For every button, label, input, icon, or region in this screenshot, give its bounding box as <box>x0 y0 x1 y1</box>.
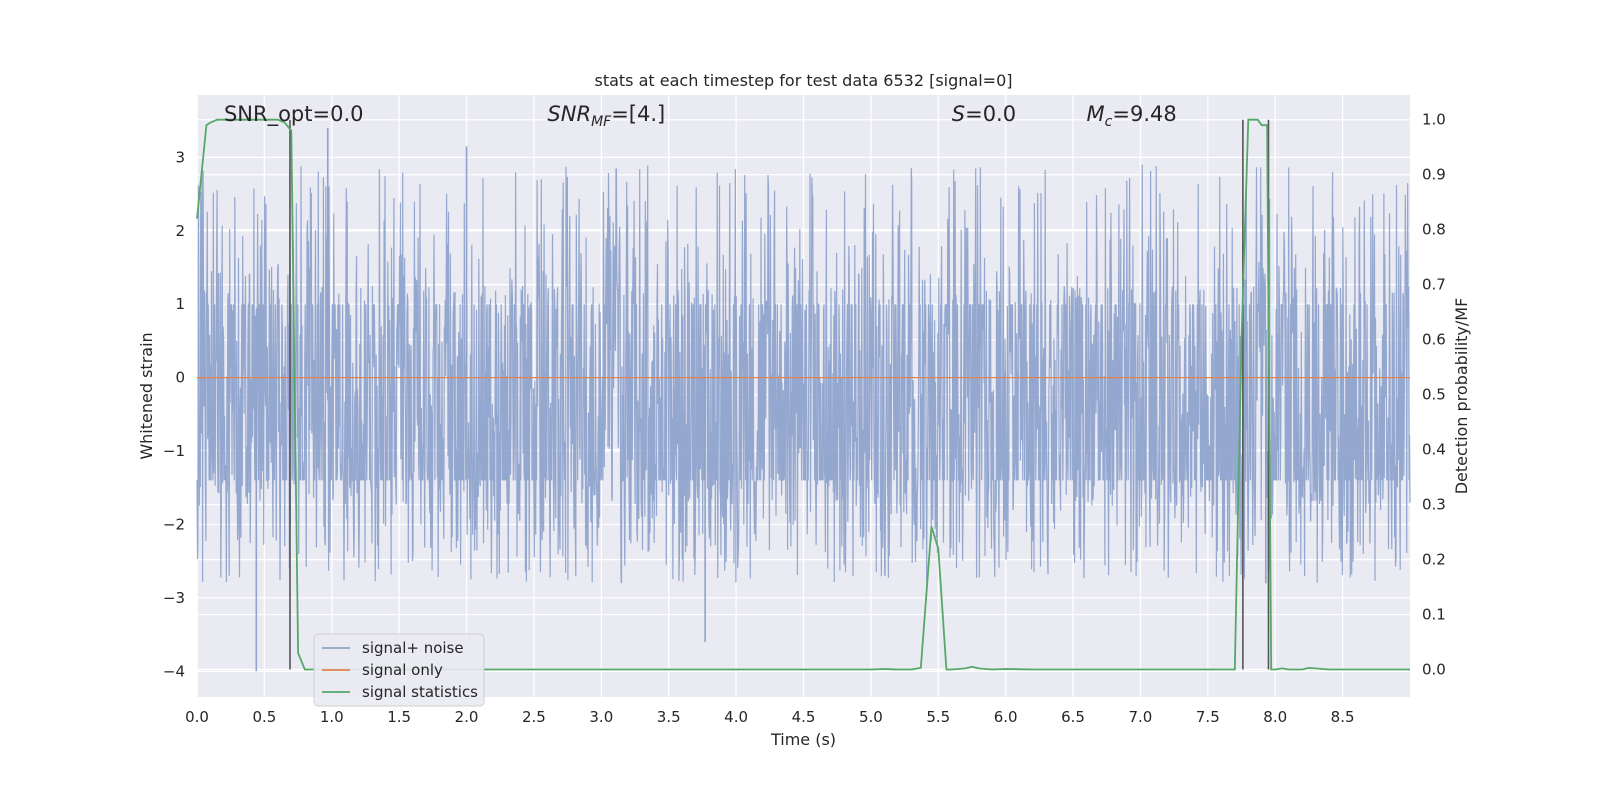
x-tick-label: 2.5 <box>522 708 546 726</box>
y-left-tick-label: −4 <box>163 662 185 680</box>
y-left-tick-label: 0 <box>175 369 185 387</box>
series-signal-noise <box>196 128 1411 672</box>
annotations: SNR_opt=0.0 SNRMF=[4.] S=0.0 Mc=9.48 <box>224 102 1177 130</box>
legend-label: signal+ noise <box>362 639 464 657</box>
annotation: Mc=9.48 <box>1087 102 1177 130</box>
annotation-value: =[4.] <box>611 102 665 126</box>
y-right-axis-ticks: 0.0 0.1 0.2 0.3 0.4 0.5 0.6 0.7 0.8 0.9 1.0 <box>1422 111 1446 679</box>
legend-box <box>313 633 485 707</box>
x-tick-label: 3.5 <box>657 708 681 726</box>
annotation: SNRMF=[4.] <box>547 102 665 130</box>
y-right-tick-label: 0.6 <box>1422 331 1446 349</box>
x-tick-label: 8.5 <box>1331 708 1355 726</box>
annotation: S=0.0 <box>952 102 1016 126</box>
y-left-tick-label: −3 <box>163 589 185 607</box>
x-tick-label: 1.5 <box>387 708 411 726</box>
annotation-subscript: MF <box>591 114 612 130</box>
y-right-tick-label: 0.0 <box>1422 661 1446 679</box>
x-tick-label: 8.0 <box>1263 708 1287 726</box>
x-tick-label: 0.0 <box>185 708 209 726</box>
y-right-tick-label: 0.3 <box>1422 496 1446 514</box>
x-axis-ticks: 0.0 0.5 1.0 1.5 2.0 2.5 3.0 3.5 4.0 4.5 5.0 5.5 6.0 6… <box>185 708 1354 726</box>
x-tick-label: 4.5 <box>792 708 816 726</box>
x-tick-label: 1.0 <box>320 708 344 726</box>
y-right-tick-label: 0.9 <box>1422 166 1446 184</box>
x-tick-label: 6.5 <box>1061 708 1085 726</box>
y-right-tick-label: 0.4 <box>1422 441 1446 459</box>
x-axis-label: Time (s) <box>770 730 836 749</box>
x-tick-label: 7.5 <box>1196 708 1220 726</box>
series-signal-statistics <box>196 118 1410 671</box>
y-left-axis-ticks: −4 −3 −2 −1 0 1 2 3 <box>163 148 185 680</box>
y-left-tick-label: 2 <box>175 222 185 240</box>
x-tick-label: 2.0 <box>455 708 479 726</box>
x-tick-label: 5.0 <box>859 708 883 726</box>
legend-label: signal only <box>362 661 443 679</box>
x-tick-label: 0.5 <box>252 708 276 726</box>
x-tick-label: 4.0 <box>724 708 748 726</box>
annotation-value: =9.48 <box>1112 102 1176 126</box>
noise-line <box>196 164 1411 584</box>
y-right-tick-label: 0.8 <box>1422 221 1446 239</box>
x-tick-label: 7.0 <box>1129 708 1153 726</box>
legend: signal+ noise signal only signal statistic… <box>313 633 485 707</box>
annotation-value: =0.0 <box>965 102 1016 126</box>
annotation-base: SNR <box>547 102 591 126</box>
y-left-tick-label: −1 <box>163 442 185 460</box>
legend-label: signal statistics <box>362 683 478 701</box>
y-right-tick-label: 0.5 <box>1422 386 1446 404</box>
y-right-tick-label: 1.0 <box>1422 111 1446 129</box>
y-right-tick-label: 0.1 <box>1422 606 1446 624</box>
y-right-tick-label: 0.2 <box>1422 551 1446 569</box>
x-tick-label: 3.0 <box>589 708 613 726</box>
y-right-tick-label: 0.7 <box>1422 276 1446 294</box>
y-left-axis-label: Whitened strain <box>137 332 156 459</box>
statistics-line <box>196 118 1410 671</box>
annotation: SNR_opt=0.0 <box>224 102 364 127</box>
annotation-base: S <box>952 102 965 126</box>
annotation-subscript: c <box>1105 114 1113 130</box>
y-left-tick-label: 1 <box>175 295 185 313</box>
x-tick-label: 5.5 <box>926 708 950 726</box>
y-left-tick-label: 3 <box>175 148 185 166</box>
x-tick-label: 6.0 <box>994 708 1018 726</box>
chart-title: stats at each timestep for test data 653… <box>594 71 1012 90</box>
y-right-axis-label: Detection probability/MF <box>1452 298 1471 495</box>
annotation-base: M <box>1087 102 1105 126</box>
y-left-tick-label: −2 <box>163 515 185 533</box>
